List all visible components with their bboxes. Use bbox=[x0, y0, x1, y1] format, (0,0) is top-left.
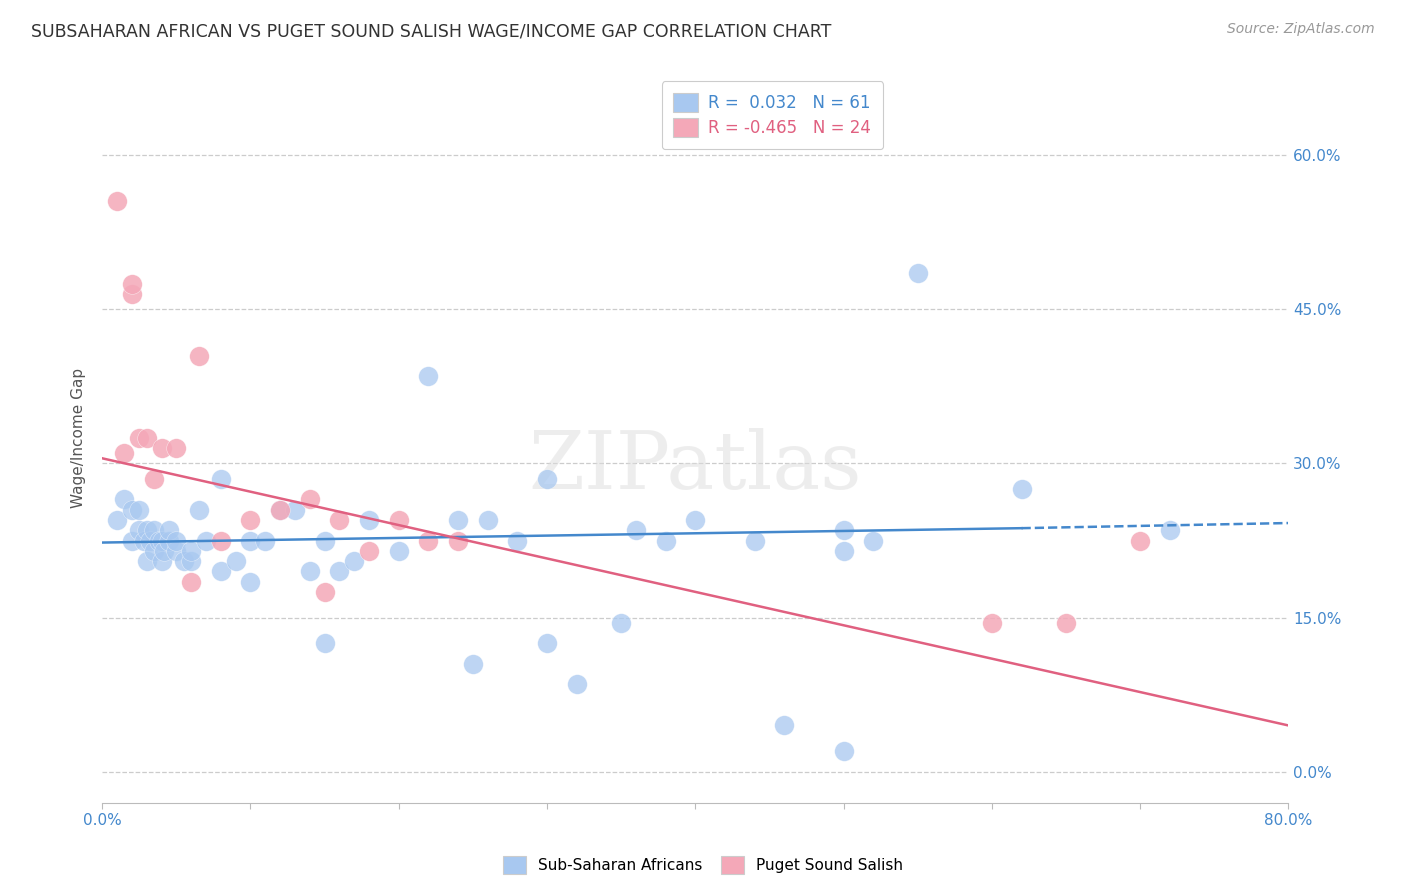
Point bbox=[565, 677, 588, 691]
Point bbox=[121, 286, 143, 301]
Point bbox=[832, 523, 855, 537]
Point bbox=[128, 431, 150, 445]
Point bbox=[135, 523, 157, 537]
Point bbox=[388, 543, 411, 558]
Point bbox=[832, 744, 855, 758]
Point bbox=[165, 533, 187, 548]
Point bbox=[132, 533, 155, 548]
Point bbox=[135, 431, 157, 445]
Point bbox=[862, 533, 884, 548]
Point bbox=[105, 513, 128, 527]
Point bbox=[143, 523, 166, 537]
Point bbox=[195, 533, 218, 548]
Point bbox=[209, 472, 232, 486]
Text: SUBSAHARAN AFRICAN VS PUGET SOUND SALISH WAGE/INCOME GAP CORRELATION CHART: SUBSAHARAN AFRICAN VS PUGET SOUND SALISH… bbox=[31, 22, 831, 40]
Point bbox=[388, 513, 411, 527]
Point bbox=[209, 533, 232, 548]
Point bbox=[418, 369, 440, 384]
Point bbox=[165, 543, 187, 558]
Point bbox=[298, 565, 321, 579]
Point bbox=[907, 266, 929, 280]
Point bbox=[114, 492, 136, 507]
Point bbox=[1011, 482, 1033, 496]
Point bbox=[269, 502, 291, 516]
Point bbox=[447, 533, 470, 548]
Point bbox=[138, 533, 160, 548]
Point bbox=[150, 554, 173, 568]
Point bbox=[157, 533, 180, 548]
Legend: R =  0.032   N = 61, R = -0.465   N = 24: R = 0.032 N = 61, R = -0.465 N = 24 bbox=[662, 81, 883, 149]
Point bbox=[447, 513, 470, 527]
Point bbox=[536, 636, 558, 650]
Point bbox=[506, 533, 529, 548]
Point bbox=[298, 492, 321, 507]
Point bbox=[173, 554, 195, 568]
Point bbox=[654, 533, 676, 548]
Point bbox=[128, 502, 150, 516]
Point bbox=[150, 441, 173, 455]
Point bbox=[328, 513, 350, 527]
Point bbox=[328, 565, 350, 579]
Point bbox=[180, 554, 202, 568]
Legend: Sub-Saharan Africans, Puget Sound Salish: Sub-Saharan Africans, Puget Sound Salish bbox=[496, 850, 910, 880]
Point bbox=[343, 554, 366, 568]
Point bbox=[135, 554, 157, 568]
Point bbox=[150, 533, 173, 548]
Point bbox=[239, 574, 262, 589]
Point bbox=[153, 543, 176, 558]
Point bbox=[180, 574, 202, 589]
Text: ZIPatlas: ZIPatlas bbox=[529, 428, 862, 506]
Point bbox=[180, 543, 202, 558]
Point bbox=[314, 585, 336, 599]
Point bbox=[121, 277, 143, 291]
Point bbox=[461, 657, 484, 671]
Point bbox=[1054, 615, 1077, 630]
Point bbox=[187, 502, 209, 516]
Point bbox=[832, 543, 855, 558]
Point bbox=[143, 472, 166, 486]
Point bbox=[114, 446, 136, 460]
Point bbox=[610, 615, 633, 630]
Y-axis label: Wage/Income Gap: Wage/Income Gap bbox=[72, 368, 86, 508]
Point bbox=[536, 472, 558, 486]
Point bbox=[284, 502, 307, 516]
Point bbox=[209, 565, 232, 579]
Point bbox=[418, 533, 440, 548]
Point bbox=[624, 523, 647, 537]
Point bbox=[254, 533, 277, 548]
Point bbox=[1159, 523, 1181, 537]
Point bbox=[121, 502, 143, 516]
Point bbox=[148, 533, 170, 548]
Point bbox=[359, 513, 381, 527]
Point bbox=[314, 533, 336, 548]
Point bbox=[187, 349, 209, 363]
Point bbox=[105, 194, 128, 209]
Point bbox=[359, 543, 381, 558]
Point bbox=[239, 533, 262, 548]
Text: Source: ZipAtlas.com: Source: ZipAtlas.com bbox=[1227, 22, 1375, 37]
Point bbox=[314, 636, 336, 650]
Point bbox=[980, 615, 1002, 630]
Point bbox=[239, 513, 262, 527]
Point bbox=[157, 523, 180, 537]
Point bbox=[1129, 533, 1152, 548]
Point bbox=[128, 523, 150, 537]
Point bbox=[269, 502, 291, 516]
Point bbox=[165, 441, 187, 455]
Point bbox=[143, 543, 166, 558]
Point bbox=[121, 533, 143, 548]
Point bbox=[477, 513, 499, 527]
Point bbox=[773, 718, 796, 732]
Point bbox=[685, 513, 707, 527]
Point bbox=[225, 554, 247, 568]
Point bbox=[744, 533, 766, 548]
